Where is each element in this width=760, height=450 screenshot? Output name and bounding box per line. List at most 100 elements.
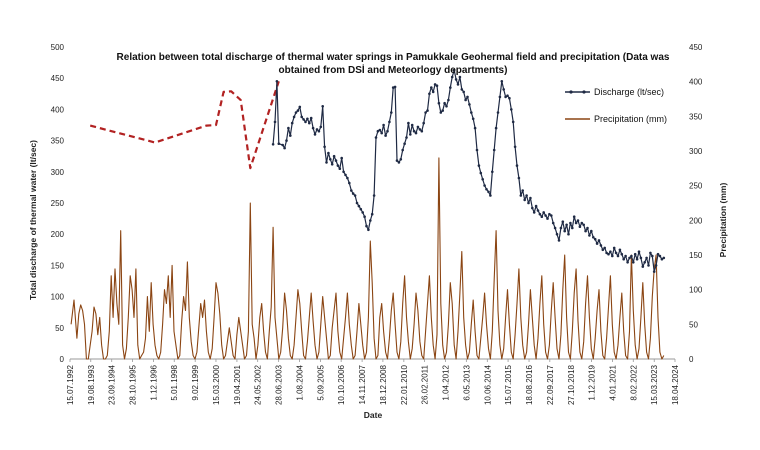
discharge-point [595, 242, 599, 245]
discharge-point [622, 257, 625, 261]
discharge-point [315, 128, 319, 131]
y-right-tick-label: 50 [689, 320, 698, 329]
x-tick-label: 14.11.2007 [358, 364, 367, 404]
discharge-point [374, 136, 378, 139]
discharge-point [494, 126, 498, 130]
discharge-point [529, 196, 532, 200]
x-tick-label: 8.02.2022 [629, 364, 638, 400]
x-tick-label: 15.03.2000 [212, 364, 221, 405]
discharge-point [555, 232, 559, 236]
discharge-point [630, 254, 633, 258]
discharge-point [422, 121, 426, 125]
discharge-point [654, 264, 658, 267]
y-right-tick-label: 400 [689, 78, 703, 87]
y-left-tick-label: 100 [51, 293, 65, 302]
discharge-point [578, 225, 582, 228]
x-tick-label: 24.05.2002 [254, 364, 263, 405]
discharge-point [609, 250, 612, 253]
discharge-point [298, 105, 302, 109]
discharge-point [618, 248, 622, 252]
discharge-point [483, 184, 486, 187]
y-left-tick-label: 250 [51, 199, 65, 208]
y-right-tick-label: 350 [689, 112, 703, 121]
y-left-tick-label: 500 [51, 43, 65, 52]
discharge-point [426, 109, 429, 112]
discharge-point [388, 120, 391, 124]
x-tick-label: 27.10.2018 [567, 364, 576, 405]
discharge-point [551, 221, 555, 225]
discharge-point [439, 111, 443, 114]
discharge-point [590, 229, 593, 233]
discharge-point [561, 220, 565, 223]
discharge-point [397, 161, 401, 164]
x-tick-label: 10.10.2006 [337, 364, 346, 405]
discharge-point [639, 256, 643, 260]
discharge-point [327, 151, 330, 155]
discharge-point [292, 115, 296, 119]
y-axis-right-title: Precipitation (mm) [718, 183, 728, 258]
discharge-point [340, 156, 344, 160]
discharge-point [431, 90, 435, 94]
discharge-point [557, 239, 561, 242]
y-left-tick-label: 200 [51, 230, 65, 239]
x-tick-label: 5.09.2005 [316, 364, 325, 400]
discharge-point [565, 223, 568, 227]
discharge-point [283, 146, 286, 150]
x-tick-label: 1.12.2019 [588, 364, 597, 400]
discharge-point [489, 194, 492, 197]
x-tick-label: 18.04.2024 [671, 364, 680, 405]
y-axis-left-title: Total discharge of thermal water (lt/sec… [28, 140, 38, 300]
discharge-point [508, 96, 511, 100]
discharge-point [329, 158, 332, 161]
discharge-point [386, 129, 389, 133]
discharge-point [540, 215, 544, 218]
x-tick-label: 19.04.2001 [233, 364, 242, 405]
discharge-point [481, 178, 485, 181]
x-tick-label: 28.10.1995 [129, 364, 138, 405]
discharge-point [367, 228, 370, 232]
series-precipitation-line [70, 157, 665, 360]
discharge-point [647, 264, 650, 267]
discharge-point [511, 120, 515, 124]
discharge-point [403, 142, 406, 145]
legend-discharge-marker [582, 90, 586, 94]
discharge-point [504, 95, 507, 99]
discharge-point [603, 246, 606, 250]
discharge-point [418, 128, 422, 131]
discharge-point [584, 229, 587, 233]
y-right-tick-label: 150 [689, 251, 703, 260]
discharge-point [416, 125, 420, 129]
discharge-point [350, 189, 353, 192]
legend-discharge-marker [569, 90, 573, 94]
discharge-point [515, 164, 519, 167]
discharge-point [372, 194, 376, 197]
discharge-point [424, 111, 427, 114]
discharge-point [496, 111, 500, 114]
discharge-point [477, 164, 481, 167]
discharge-point [407, 121, 410, 125]
discharge-point [532, 211, 536, 214]
discharge-point [353, 194, 357, 197]
discharge-point [319, 125, 323, 129]
x-tick-label: 26.02.2011 [421, 364, 430, 404]
discharge-point [491, 170, 494, 174]
discharge-point [456, 83, 460, 86]
discharge-point [332, 154, 336, 158]
discharge-point [412, 129, 416, 133]
discharge-point [572, 215, 576, 218]
x-tick-label: 1.08.2004 [295, 364, 304, 400]
discharge-point [637, 250, 641, 253]
discharge-point [287, 126, 290, 130]
discharge-point [462, 90, 466, 94]
discharge-point [338, 167, 342, 170]
discharge-point [473, 126, 477, 130]
discharge-point [428, 92, 431, 96]
x-tick-label: 22.09.2017 [546, 364, 555, 405]
discharge-point [430, 86, 433, 89]
discharge-point [304, 120, 307, 124]
discharge-point [624, 254, 627, 258]
series-discharge-line [272, 69, 665, 273]
discharge-point [376, 129, 380, 133]
discharge-point [607, 252, 610, 256]
